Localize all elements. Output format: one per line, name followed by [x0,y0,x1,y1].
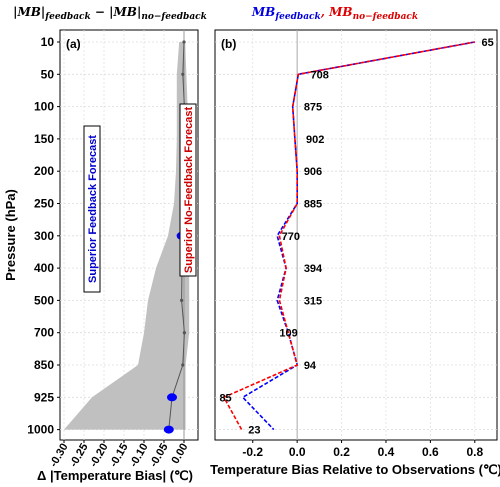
panel-b-count-label: 875 [304,102,322,114]
panel-b-label: (b) [221,37,236,51]
panel-b-count-label: 708 [310,69,328,81]
pressure-tick-label: 50 [41,67,55,81]
panel-a-frame [59,29,199,441]
panel-b: MBfeedback, MBno−feedback 65708875902906… [210,5,500,477]
panel-a-uncertainty-band [64,42,190,430]
pressure-tick-label: 10 [41,35,55,49]
panel-b-count-label: 394 [304,263,323,275]
panel-b-count-label: 906 [304,166,322,178]
panel-a-x-tick-label: 0.00 [169,442,190,467]
panel-a-point [182,40,186,44]
panel-a-title-part: − |MB| [91,5,142,19]
panel-a-x-tick-label: -0.15 [108,442,131,470]
pressure-tick-label: 850 [34,358,54,372]
panel-a-point [182,331,186,335]
panel-b-x-tick-label: 0.0 [289,445,306,459]
pressure-tick-label: 500 [34,293,54,307]
panel-b-title: MBfeedback, MBno−feedback [251,5,418,22]
pressure-tick-label: 300 [34,229,54,243]
panel-b-title-part: , [320,5,329,19]
panel-b-x-ticks: -0.2 0.0 0.2 0.4 0.6 0.8 [242,440,483,459]
panel-b-x-tick-label: 0.2 [333,445,350,459]
panel-b-title-part: MB [251,5,275,19]
panel-a-point [181,72,185,76]
pressure-tick-label: 200 [34,164,54,178]
panel-b-count-label: 885 [304,199,322,211]
superior-feedback-box [83,125,101,293]
panel-b-count-label: 23 [248,425,260,437]
panel-b-count-label: 109 [279,328,297,340]
panel-a-x-tick-label: -0.20 [88,442,111,470]
panel-b-counts: 65 708 875 902 906 885 770 394 315 109 94 85 23 [219,37,493,437]
panel-a-x-axis-label: Δ |Temperature Bias| (℃) [37,468,193,483]
pressure-tick-label: 100 [34,100,54,114]
panel-a-point [180,298,184,302]
pressure-tick-label: 925 [34,390,54,404]
panel-a-y-ticks: 10 50 100 150 200 250 300 400 500 700 850 925 1000 [27,35,60,437]
panel-b-count-label: 315 [304,295,322,307]
superior-no-feedback-annotation: Superior No-Feedback Forecast [183,107,195,274]
pressure-tick-label: 250 [34,197,54,211]
pressure-tick-label: 400 [34,261,54,275]
panel-b-series [222,41,475,431]
panel-a-title-part: feedback [44,12,90,22]
panel-b-title-part: feedback [274,12,320,22]
panel-a-x-tick-label: -0.10 [128,442,151,470]
panel-b-count-label: 770 [282,231,300,243]
panel-a-significant-point [167,393,177,402]
panel-a-x-tick-label: -0.25 [68,442,91,470]
no-feedback-series-line [222,41,475,430]
pressure-tick-label: 700 [34,326,54,340]
panel-b-count-label: 902 [306,134,324,146]
panel-b-title-part: MB [328,5,352,19]
panel-b-grid [215,30,497,440]
pressure-axis-label: Pressure (hPa) [3,189,18,281]
panel-a-point [181,363,185,367]
pressure-tick-label: 1000 [27,423,54,437]
panel-b-count-label: 94 [304,360,317,372]
panel-a-title-part: no−feedback [141,12,207,22]
panel-b-x-tick-label: 0.8 [466,445,483,459]
panel-b-x-tick-label: 0.6 [422,445,439,459]
panel-b-x-tick-label: 0.4 [378,445,395,459]
panel-b-count-label: 65 [481,37,493,49]
panel-a-title: |MB|feedback − |MB|no−feedback [13,5,207,22]
panel-a-x-tick-label: -0.05 [148,442,171,470]
panel-a-x-tick-label: -0.30 [48,442,71,470]
panel-b-count-label: 85 [219,392,231,404]
pressure-tick-label: 150 [34,132,54,146]
panel-b-x-tick-label: -0.2 [242,445,263,459]
panel-b-frame [214,29,498,441]
panel-a-significant-point [163,425,174,434]
panel-a-x-ticks: -0.30-0.25-0.20-0.15-0.10-0.050.00 [48,440,191,469]
superior-no-feedback-box [179,103,197,277]
panel-b-x-axis-label: Temperature Bias Relative to Observation… [210,462,500,477]
panel-a-label: (a) [66,37,81,51]
panel-b-title-part: no−feedback [353,12,419,22]
panel-a: |MB|feedback − |MB|no−feedback (a) -0.30… [3,5,207,483]
panel-a-title-part: |MB| [13,5,45,19]
superior-feedback-annotation: Superior Feedback Forecast [87,135,99,283]
